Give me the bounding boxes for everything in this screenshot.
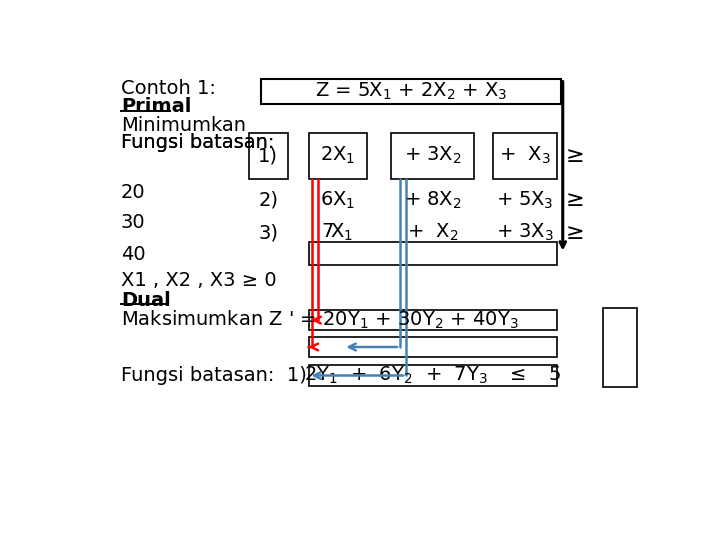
Text: Fungsi batasan:: Fungsi batasan: <box>121 132 274 152</box>
Text: 2Y$_1$  +  6Y$_2$  +  7Y$_3$   $\leq$   5: 2Y$_1$ + 6Y$_2$ + 7Y$_3$ $\leq$ 5 <box>304 365 561 386</box>
Bar <box>249 132 287 179</box>
Bar <box>309 336 557 357</box>
Bar <box>309 309 557 330</box>
Bar <box>309 132 366 179</box>
Text: + 8X$_2$: + 8X$_2$ <box>404 190 462 211</box>
Text: Fungsi batasan:: Fungsi batasan: <box>121 132 274 152</box>
Text: + 3X$_2$: + 3X$_2$ <box>404 145 462 166</box>
Text: 6X$_1$: 6X$_1$ <box>320 190 355 211</box>
Text: ≥: ≥ <box>566 146 585 166</box>
Text: 2): 2) <box>258 191 278 210</box>
Text: 2X$_1$: 2X$_1$ <box>320 145 355 166</box>
Text: Minimumkan: Minimumkan <box>121 116 246 134</box>
Text: + 3X$_3$: + 3X$_3$ <box>496 222 554 244</box>
Bar <box>261 79 561 104</box>
Text: ≥: ≥ <box>566 222 585 242</box>
Text: Contoh 1:: Contoh 1: <box>121 79 216 98</box>
Text: 30: 30 <box>121 213 145 232</box>
Text: Dual: Dual <box>121 291 171 310</box>
Text: 3): 3) <box>258 223 278 242</box>
Bar <box>309 365 557 386</box>
Text: Z = 5X$_1$ + 2X$_2$ + X$_3$: Z = 5X$_1$ + 2X$_2$ + X$_3$ <box>315 80 507 102</box>
Text: +  X$_2$: + X$_2$ <box>407 222 459 244</box>
Text: ≥: ≥ <box>566 190 585 210</box>
Bar <box>493 132 557 179</box>
Bar <box>391 132 474 179</box>
Bar <box>603 308 637 387</box>
Text: + 5X$_3$: + 5X$_3$ <box>496 190 554 211</box>
Text: 7X$_1$: 7X$_1$ <box>321 222 354 244</box>
Text: 1): 1) <box>258 146 278 165</box>
Text: Fungsi batasan:  1): Fungsi batasan: 1) <box>121 366 307 385</box>
Text: 20: 20 <box>121 184 145 202</box>
Text: X1 , X2 , X3 ≥ 0: X1 , X2 , X3 ≥ 0 <box>121 271 276 290</box>
Bar <box>309 242 557 265</box>
Text: 40: 40 <box>121 245 145 264</box>
Text: +  X$_3$: + X$_3$ <box>499 145 551 166</box>
Text: Primal: Primal <box>121 97 192 116</box>
Text: Maksimumkan Z ' = 20Y$_1$ + 30Y$_2$ + 40Y$_3$: Maksimumkan Z ' = 20Y$_1$ + 30Y$_2$ + 40… <box>121 309 518 331</box>
